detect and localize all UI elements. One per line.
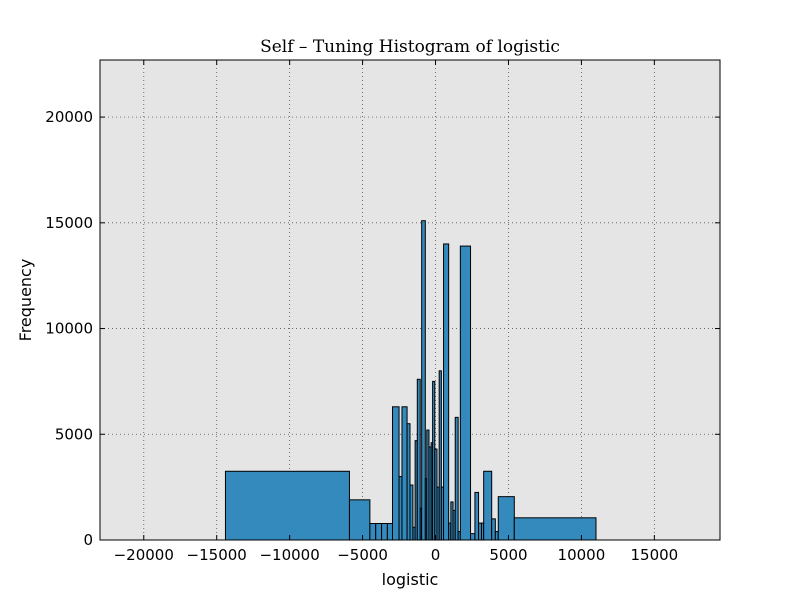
histogram-bar-5 xyxy=(386,523,393,541)
histogram-bar-33 xyxy=(474,491,480,541)
histogram-bar-2 xyxy=(369,523,377,541)
x-tick-label-1: −15000 xyxy=(187,546,247,564)
x-tick-label-3: −5000 xyxy=(337,546,388,564)
y-tick-label-3: 15000 xyxy=(45,214,93,232)
y-axis-label: Frequency xyxy=(16,259,35,342)
x-tick-label-4: 0 xyxy=(431,546,441,564)
x-axis-label: logistic xyxy=(382,570,439,589)
histogram-bar-4 xyxy=(381,523,388,541)
histogram-bar-15 xyxy=(421,220,426,541)
plot-frame xyxy=(99,59,721,541)
histogram-bar-29 xyxy=(454,416,459,541)
histogram-bar-37 xyxy=(491,518,496,541)
y-tick-label-4: 20000 xyxy=(45,108,93,126)
histogram-bar-39 xyxy=(497,496,515,541)
histogram-bars xyxy=(224,220,597,541)
y-tick-label-0: 0 xyxy=(83,531,93,549)
x-tick-label-0: −20000 xyxy=(114,546,174,564)
y-tick-label-1: 5000 xyxy=(55,425,93,443)
y-tick-label-2: 10000 xyxy=(45,320,93,338)
histogram-bar-36 xyxy=(483,470,493,541)
x-tick-label-7: 15000 xyxy=(630,546,678,564)
chart-title: Self – Tuning Histogram of logistic xyxy=(260,37,560,57)
histogram-bar-0 xyxy=(224,470,350,541)
histogram-bar-8 xyxy=(401,406,408,541)
histogram-bar-40 xyxy=(513,517,597,541)
histogram-bar-3 xyxy=(375,523,383,541)
histogram-bar-6 xyxy=(391,406,400,541)
axis-ticks: −20000 −15000 −10000 −5000 0 5000 10000 15000 0 5… xyxy=(45,60,720,564)
histogram-bar-32 xyxy=(470,533,476,541)
histogram-bar-1 xyxy=(348,499,371,541)
x-tick-label-6: 10000 xyxy=(558,546,606,564)
histogram-bar-25 xyxy=(443,243,450,541)
x-tick-label-2: −10000 xyxy=(259,546,319,564)
x-tick-label-5: 5000 xyxy=(489,546,527,564)
histogram-bar-31 xyxy=(459,245,472,541)
